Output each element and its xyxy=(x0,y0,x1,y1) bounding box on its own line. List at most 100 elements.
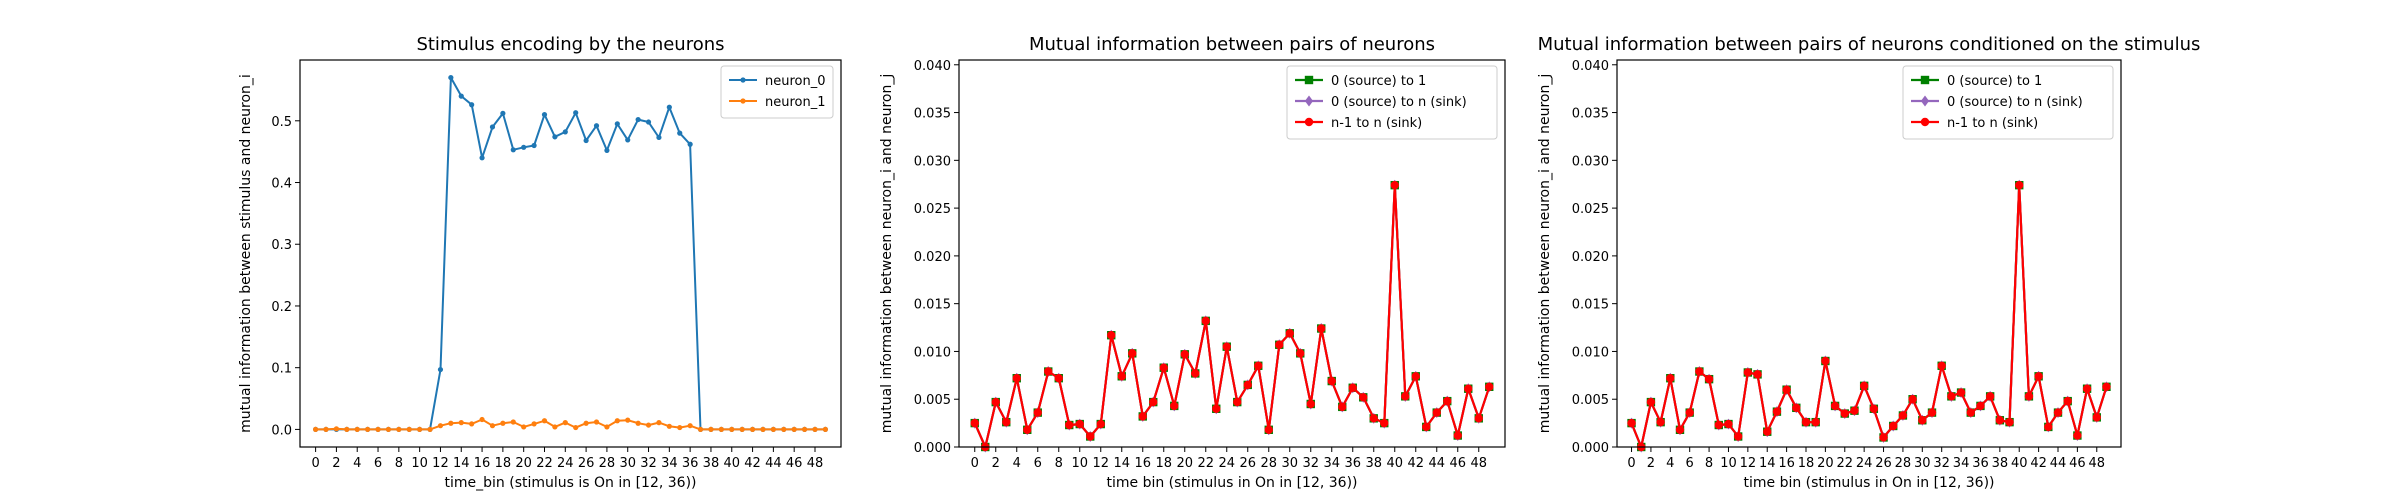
data-point xyxy=(1704,374,1714,384)
series-line xyxy=(973,184,1491,449)
x-tick-label: 16 xyxy=(1134,456,1151,471)
legend-item: 0 (source) to 1 xyxy=(1911,74,2042,89)
data-point xyxy=(1966,408,1975,417)
series-3 xyxy=(1627,180,2111,452)
data-point xyxy=(635,116,641,123)
legend-marker xyxy=(1920,117,1930,127)
legend-label: n-1 to n (sink) xyxy=(1331,116,1422,131)
x-tick-label: 42 xyxy=(744,456,761,471)
data-point xyxy=(718,426,724,433)
x-tick-label: 4 xyxy=(353,456,361,471)
x-tick-label: 38 xyxy=(703,456,720,471)
data-point xyxy=(635,420,641,426)
y-axis-label: mutual information between neuron_i and … xyxy=(1537,74,1553,434)
y-tick-label: 0.005 xyxy=(914,393,951,408)
legend-marker xyxy=(1304,117,1314,127)
x-tick-label: 14 xyxy=(453,456,470,471)
x-tick-label: 38 xyxy=(1365,456,1382,471)
y-tick-label: 0.015 xyxy=(1572,298,1609,313)
data-point xyxy=(541,418,548,424)
data-point xyxy=(1937,361,1946,370)
data-point xyxy=(1065,420,1074,430)
x-tick-label: 8 xyxy=(395,456,403,471)
data-point xyxy=(354,426,360,433)
series-2 xyxy=(970,179,1494,453)
series-line xyxy=(1630,184,2108,449)
x-tick-label: 38 xyxy=(1992,456,2009,471)
legend-marker xyxy=(1920,75,1930,85)
data-point xyxy=(1733,432,1743,441)
x-tick-label: 46 xyxy=(786,456,803,471)
data-point xyxy=(344,426,350,433)
x-tick-label: 48 xyxy=(2088,456,2105,471)
data-point xyxy=(2024,392,2034,401)
data-point xyxy=(1012,374,1021,383)
legend: neuron_0 neuron_1 xyxy=(720,65,834,119)
x-tick-label: 8 xyxy=(1705,456,1713,471)
x-tick-label: 0 xyxy=(1627,456,1635,471)
series-3 xyxy=(970,180,1494,452)
data-point xyxy=(1947,392,1956,401)
x-tick-label: 12 xyxy=(1740,456,1757,471)
data-point xyxy=(521,144,527,150)
legend-marker xyxy=(740,77,746,83)
legend-label: 0 (source) to n (sink) xyxy=(1947,95,2083,110)
y-axis-label: mutual information between stimulus and … xyxy=(238,74,254,433)
data-point xyxy=(812,426,818,433)
x-tick-label: 32 xyxy=(1302,456,1319,471)
x-tick-label: 48 xyxy=(807,456,824,471)
x-tick-label: 18 xyxy=(1155,456,1172,471)
data-point xyxy=(1464,384,1473,393)
x-tick-label: 12 xyxy=(432,456,449,471)
data-point xyxy=(677,130,683,136)
data-point xyxy=(510,147,516,153)
data-point xyxy=(1879,433,1888,442)
y-tick-label: 0.1 xyxy=(271,362,292,377)
x-tick-label: 44 xyxy=(2050,456,2067,471)
x-tick-label: 30 xyxy=(1281,456,1298,471)
series-line xyxy=(973,184,1491,449)
x-tick-label: 16 xyxy=(474,456,491,471)
data-point xyxy=(1995,416,2005,425)
data-point xyxy=(1821,356,1830,366)
x-tick-label: 36 xyxy=(1344,456,1361,471)
x-tick-label: 28 xyxy=(1895,456,1912,471)
x-tick-label: 44 xyxy=(765,456,782,471)
data-point xyxy=(604,147,610,154)
data-point xyxy=(1782,385,1791,394)
data-point xyxy=(666,423,672,429)
data-point xyxy=(656,134,662,141)
data-point xyxy=(458,93,464,99)
y-tick-label: 0.000 xyxy=(1572,441,1609,456)
series-line xyxy=(1630,184,2108,449)
data-point xyxy=(1772,407,1782,416)
y-tick-label: 0.030 xyxy=(1572,154,1609,169)
y-tick-label: 0.040 xyxy=(914,59,951,74)
data-point xyxy=(970,418,979,428)
data-point xyxy=(1369,414,1378,423)
x-tick-label: 26 xyxy=(578,456,595,471)
axes-frame xyxy=(958,59,1506,448)
y-tick-label: 0.0 xyxy=(271,423,292,438)
data-point xyxy=(385,426,392,433)
data-point xyxy=(1976,401,1985,411)
data-point xyxy=(1956,388,1966,397)
y-tick-label: 0.025 xyxy=(1572,202,1609,217)
y-tick-label: 0.020 xyxy=(1572,250,1609,265)
data-point xyxy=(1201,316,1210,326)
data-point xyxy=(1359,393,1368,402)
chart-title: Mutual information between pairs of neur… xyxy=(1538,34,2201,55)
data-point xyxy=(677,424,683,431)
x-tick-label: 30 xyxy=(619,456,636,471)
legend-box xyxy=(1902,65,2114,140)
data-point xyxy=(1275,340,1284,349)
data-point xyxy=(1348,383,1357,392)
data-point xyxy=(1401,392,1410,401)
data-point xyxy=(1044,367,1053,376)
data-point xyxy=(417,426,423,433)
x-tick-label: 40 xyxy=(723,456,740,471)
data-point xyxy=(1743,368,1753,377)
data-point xyxy=(1859,381,1869,391)
data-point xyxy=(1474,414,1483,423)
legend-marker xyxy=(1304,75,1314,85)
